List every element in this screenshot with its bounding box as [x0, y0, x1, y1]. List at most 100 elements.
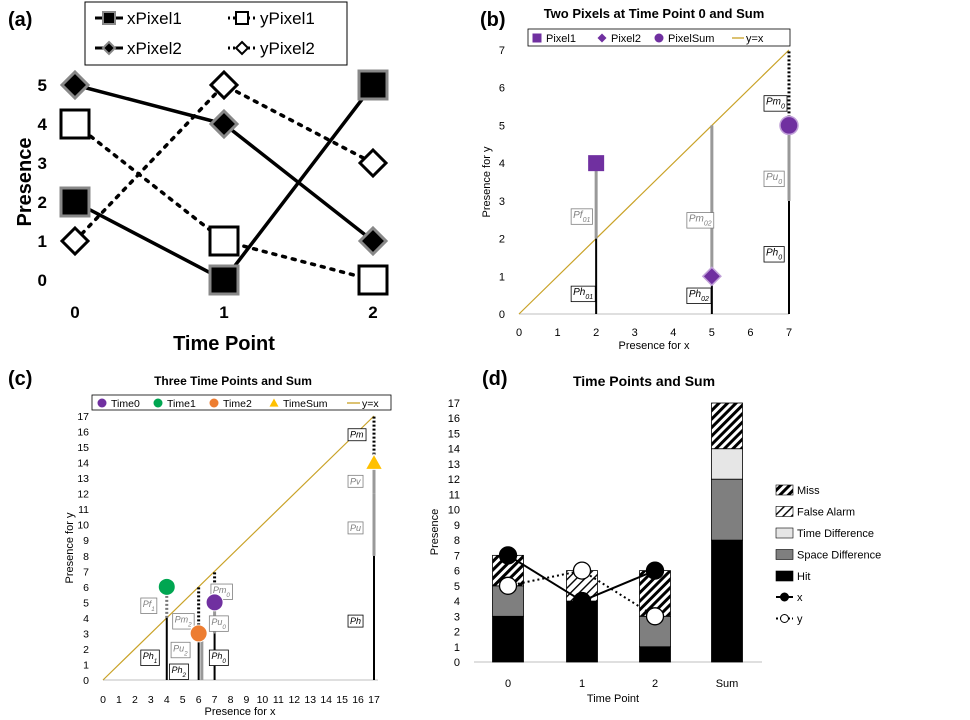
segment-label-Ph01-box — [570, 285, 596, 303]
segment-label-Pm02: Pm02 — [689, 214, 712, 228]
segment-label-Ph2-box — [169, 663, 189, 680]
x-tick-label: 5 — [709, 327, 715, 339]
data-point-yPixel2 — [59, 225, 91, 257]
data-point-yPixel1 — [208, 225, 240, 257]
legend-label-false-alarm: False Alarm — [797, 507, 855, 519]
y-tick-label: 6 — [83, 582, 89, 594]
y-tick-label: 4 — [83, 613, 89, 625]
legend-label-yPixel2: yPixel2 — [260, 39, 315, 58]
y-tick-label: 1 — [83, 659, 89, 671]
y-tick-label: 1 — [38, 232, 47, 251]
x-tick-label: 12 — [288, 694, 300, 706]
data-point-TimeSum — [364, 453, 384, 470]
x-tick-label: 16 — [352, 694, 364, 706]
x-tick-label: 4 — [164, 694, 170, 706]
y-tick-label: 10 — [77, 520, 89, 532]
x-tick-label: 8 — [228, 694, 234, 706]
series-line-yPixel1 — [73, 122, 375, 282]
segment-label-Pu-box — [347, 521, 364, 535]
legend-label-xPixel2: xPixel2 — [127, 39, 182, 58]
segment-label-Ph1: Ph1 — [143, 651, 158, 665]
data-point-Time2 — [189, 624, 208, 643]
y-tick-label: 6 — [499, 83, 505, 95]
legend-marker-Time1 — [153, 398, 163, 408]
y-axis-title: Presence for y — [64, 512, 76, 583]
y-tick-label: 10 — [448, 505, 460, 517]
y-axis-title: Presence — [429, 509, 441, 555]
legend-label-y=x: y=x — [362, 398, 379, 410]
x-axis-title: Presence for x — [619, 340, 690, 352]
y-tick-label: 8 — [83, 551, 89, 563]
legend-marker-Pixel1 — [532, 33, 542, 43]
bar-time-difference — [711, 448, 743, 480]
segment-label-Ph: Ph — [350, 616, 361, 626]
legend-marker-x — [780, 592, 789, 602]
segment-label-Pv: Pv — [350, 476, 361, 486]
x-axis-title: Time Point — [173, 333, 275, 355]
x-tick-label: 1 — [116, 694, 122, 706]
legend-marker-yPixel1 — [235, 11, 249, 25]
bar-space-difference — [711, 478, 743, 541]
x-tick-label: 11 — [273, 694, 284, 706]
identity-line — [518, 49, 790, 315]
y-tick-label: 2 — [499, 234, 505, 246]
segment-label-Pu0-box — [208, 615, 229, 632]
x-tick-label: 0 — [505, 678, 511, 690]
y-tick-label: 2 — [454, 627, 460, 639]
legend-label-y=x: y=x — [746, 33, 764, 45]
segment-label-Pm0: Pm0 — [766, 97, 785, 111]
x-tick-label: 4 — [670, 327, 676, 339]
legend-marker-xPixel2 — [101, 40, 117, 56]
legend-label-miss: Miss — [797, 485, 820, 497]
legend-marker-xPixel1 — [102, 11, 116, 25]
x-tick-label: 1 — [219, 303, 228, 322]
y-tick-label: 9 — [454, 520, 460, 532]
segment-label-Ph-box — [347, 614, 364, 628]
legend-marker-yPixel2 — [234, 40, 250, 56]
data-point-Time0 — [205, 593, 224, 612]
legend-swatch-false-alarm — [775, 506, 794, 517]
y-tick-label: 7 — [83, 566, 89, 578]
chart-title: Three Time Points and Sum — [154, 374, 312, 388]
data-point-x — [572, 591, 592, 611]
x-tick-label: 3 — [632, 327, 638, 339]
segment-label-Pm-box — [347, 428, 367, 442]
segment-label-Pf1: Pf1 — [143, 599, 155, 613]
y-tick-label: 3 — [83, 628, 89, 640]
data-point-xPixel2 — [357, 225, 389, 257]
data-point-y — [645, 607, 665, 626]
x-axis-title: Presence for x — [205, 706, 276, 718]
y-tick-label: 5 — [499, 120, 505, 132]
panel-b-label: (b) — [480, 9, 506, 31]
data-point-x — [498, 546, 518, 565]
x-tick-label: 7 — [212, 694, 218, 706]
segment-label-Pm2-box — [172, 613, 195, 630]
segment-label-Ph02: Ph02 — [689, 289, 709, 303]
data-point-yPixel2 — [208, 69, 240, 101]
segment-label-Pu0: Pu0 — [766, 172, 782, 186]
identity-line — [102, 415, 375, 681]
chart-a: xPixel1 yPixel1 xPixel2 yPixel2 0 1 2 3 4 5 0 1 2 Tim… — [14, 1, 389, 355]
x-tick-label: 14 — [320, 694, 332, 706]
data-point-Pixel1 — [588, 155, 605, 172]
y-tick-label: 5 — [38, 76, 47, 95]
y-tick-label: 13 — [77, 473, 89, 485]
y-tick-label: 3 — [454, 611, 460, 623]
x-tick-label: 2 — [652, 678, 658, 690]
bar-hit — [492, 615, 524, 663]
legend-label-time-difference: Time Difference — [797, 528, 874, 540]
panel-a-label: (a) — [8, 9, 32, 31]
legend-marker-Pixel2 — [597, 33, 607, 43]
y-tick-label: 11 — [449, 489, 460, 501]
chart-title: Time Points and Sum — [573, 373, 715, 389]
legend-label-Pixel2: Pixel2 — [611, 33, 641, 45]
y-tick-label: 7 — [454, 550, 460, 562]
y-tick-label: 15 — [448, 428, 460, 440]
x-tick-label: Sum — [716, 678, 739, 690]
data-point-xPixel1 — [208, 264, 240, 296]
data-point-PixelSum — [779, 115, 799, 136]
legend-label-hit: Hit — [797, 571, 810, 583]
segment-label-Ph0: Ph0 — [211, 651, 226, 665]
legend-label-y: y — [797, 614, 803, 626]
y-tick-label: 0 — [454, 657, 460, 669]
